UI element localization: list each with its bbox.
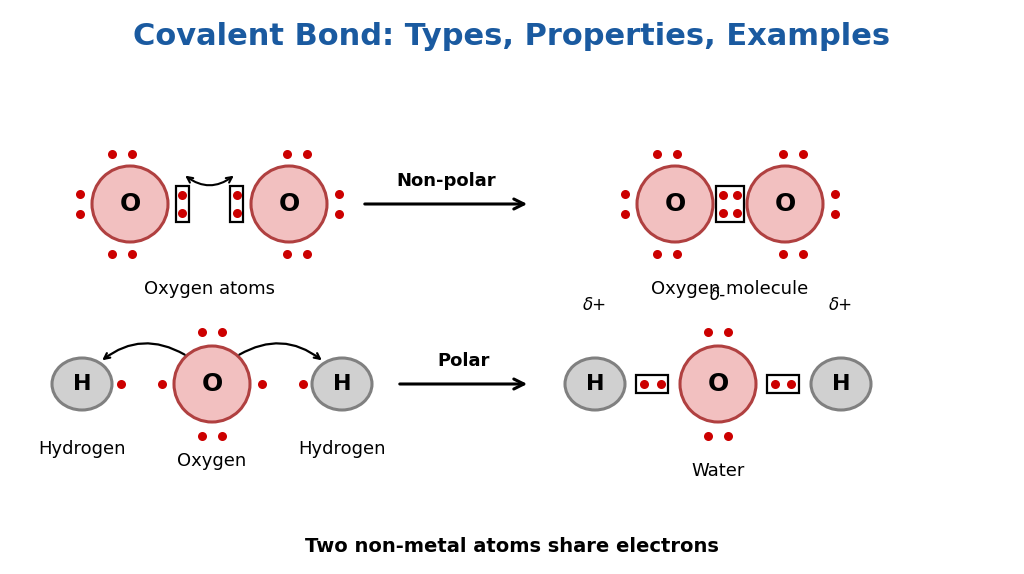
- Text: H: H: [73, 374, 91, 394]
- Text: O: O: [774, 192, 796, 216]
- Text: δ-: δ-: [710, 286, 726, 304]
- Text: H: H: [586, 374, 604, 394]
- Text: O: O: [120, 192, 140, 216]
- Text: Water: Water: [691, 462, 744, 480]
- Text: Non-polar: Non-polar: [396, 172, 496, 190]
- Text: δ+: δ+: [583, 296, 607, 314]
- Text: Covalent Bond: Types, Properties, Examples: Covalent Bond: Types, Properties, Exampl…: [133, 22, 891, 51]
- Text: O: O: [665, 192, 686, 216]
- Circle shape: [637, 166, 713, 242]
- Ellipse shape: [811, 358, 871, 410]
- Text: Oxygen: Oxygen: [177, 452, 247, 470]
- Text: Oxygen molecule: Oxygen molecule: [651, 280, 809, 298]
- Text: H: H: [831, 374, 850, 394]
- Text: O: O: [202, 372, 222, 396]
- Bar: [768, 375, 800, 393]
- Bar: [175, 186, 188, 222]
- Text: H: H: [333, 374, 351, 394]
- Text: Hydrogen: Hydrogen: [38, 440, 126, 458]
- Ellipse shape: [565, 358, 625, 410]
- Ellipse shape: [52, 358, 112, 410]
- Bar: [637, 375, 669, 393]
- Circle shape: [680, 346, 756, 422]
- Bar: [230, 186, 244, 222]
- Circle shape: [92, 166, 168, 242]
- Text: Hydrogen: Hydrogen: [298, 440, 386, 458]
- Bar: [716, 186, 744, 222]
- Text: δ+: δ+: [829, 296, 853, 314]
- Text: Two non-metal atoms share electrons: Two non-metal atoms share electrons: [305, 537, 719, 556]
- Text: O: O: [279, 192, 300, 216]
- Ellipse shape: [312, 358, 372, 410]
- Text: Oxygen atoms: Oxygen atoms: [144, 280, 275, 298]
- Circle shape: [251, 166, 327, 242]
- Circle shape: [174, 346, 250, 422]
- Circle shape: [746, 166, 823, 242]
- Text: O: O: [708, 372, 729, 396]
- Text: Polar: Polar: [437, 352, 489, 370]
